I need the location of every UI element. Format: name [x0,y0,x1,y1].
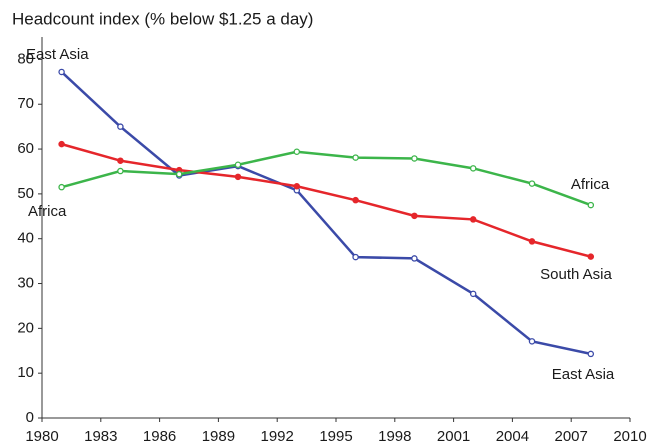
x-tick-label: 1983 [84,428,117,445]
point [234,161,242,168]
point [58,183,65,191]
point [469,290,477,298]
series-line [61,150,592,207]
x-tick-label: 1992 [261,428,294,445]
point [117,123,124,130]
y-tick-label: 60 [17,140,34,157]
point [469,216,477,223]
x-tick-label: 1986 [143,428,176,445]
y-tick-label: 50 [17,185,34,202]
point [528,238,536,245]
y-tick-label: 70 [17,95,34,112]
point [587,201,595,209]
point [528,338,536,345]
point [58,140,65,148]
x-tick-label: 1995 [319,428,352,445]
point [293,148,301,155]
y-tick-label: 80 [17,50,34,67]
series-line [60,71,592,356]
series-label: East Asia [552,366,615,383]
point [411,155,418,162]
point [528,180,536,187]
y-tick-label: 10 [17,364,34,381]
y-tick-label: 0 [26,409,34,426]
point [175,170,183,178]
x-tick-label: 1980 [25,428,58,445]
series-label: South Asia [540,266,612,283]
x-tick-label: 2001 [437,428,470,445]
x-tick-label: 1998 [378,428,411,445]
annotation: East Asia [26,46,89,63]
x-tick-label: 2004 [496,428,529,445]
point [587,253,595,260]
x-tick-label: 2010 [613,428,646,445]
y-tick-label: 30 [17,274,34,291]
point [293,183,301,190]
point [234,173,242,181]
x-tick-label: 1989 [202,428,235,445]
chart-title: Headcount index (% below $1.25 a day) [12,9,313,28]
point [411,212,418,220]
annotation: Africa [28,203,67,220]
series-line [61,142,592,258]
x-tick-label: 2007 [555,428,588,445]
point [587,350,595,358]
point [411,255,418,262]
point [352,196,359,204]
y-tick-label: 40 [17,230,34,247]
point [352,154,359,161]
y-tick-label: 20 [17,319,34,336]
point [117,157,124,164]
series-label: Africa [571,176,610,193]
point [58,68,65,76]
point [469,165,477,172]
point [117,167,124,175]
point [352,253,359,261]
